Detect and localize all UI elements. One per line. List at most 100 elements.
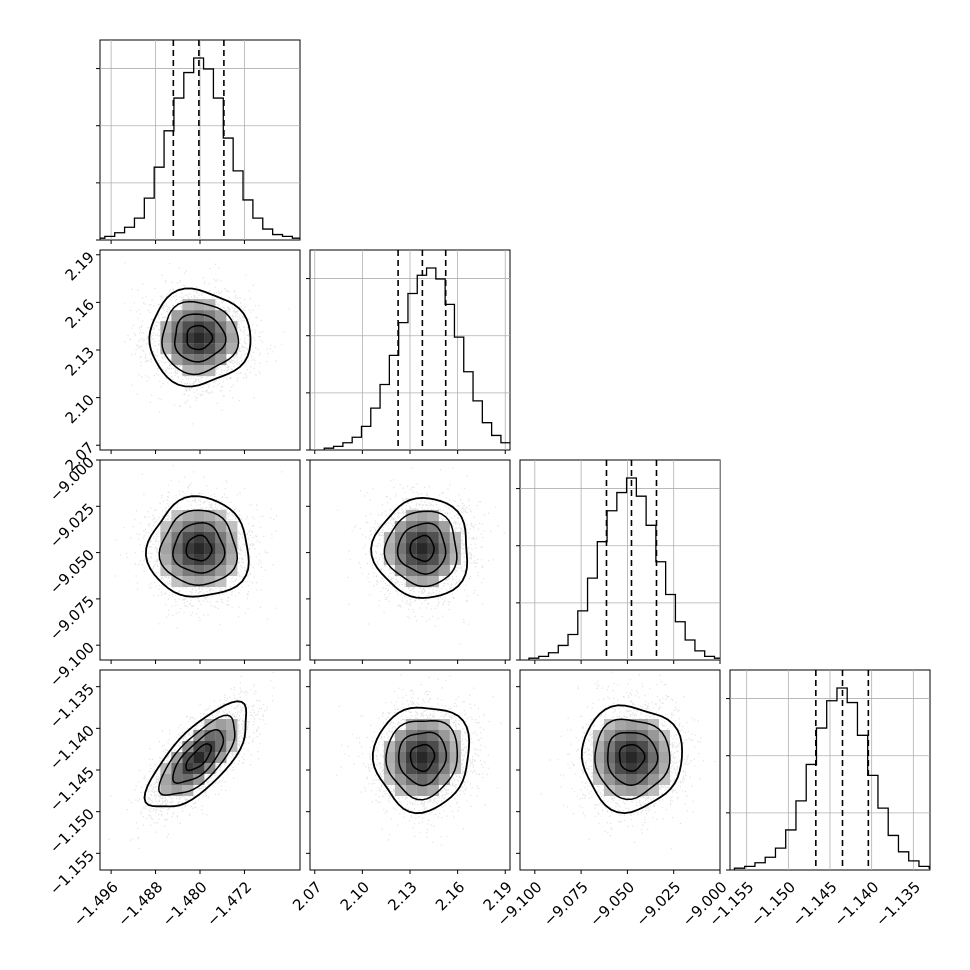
density-cell-3-2 xyxy=(636,785,648,796)
contour-3-1-3 xyxy=(372,706,471,815)
density-cell-1-0 xyxy=(160,332,172,344)
density-cell-2-0 xyxy=(204,554,216,566)
density-cell-2-0 xyxy=(182,565,194,577)
density-cell-2-1 xyxy=(405,565,417,577)
density-cell-3-2 xyxy=(592,763,604,774)
ytick-label-1-4: 2.19 xyxy=(62,248,98,284)
density-cell-2-0 xyxy=(215,532,227,544)
contour-1-0-0 xyxy=(186,324,214,351)
contour-2-0-3 xyxy=(144,495,250,598)
density-cell-1-0 xyxy=(171,343,183,355)
xtick-label-3-1: −1.150 xyxy=(747,878,799,930)
density-cell-3-0 xyxy=(171,763,183,774)
density-cell-3-0 xyxy=(193,741,205,752)
density-cell-2-0 xyxy=(182,554,194,566)
xtick-label-3-4: −1.135 xyxy=(872,878,924,930)
density-cell-1-0 xyxy=(193,321,205,333)
hist-panel-3 xyxy=(730,670,930,870)
density-cell-2-0 xyxy=(215,510,227,522)
density-cell-3-1 xyxy=(416,785,428,796)
density-cell-3-0 xyxy=(160,785,172,796)
contour-1-0-1 xyxy=(173,313,227,363)
contour-2-1-3 xyxy=(370,496,469,599)
density-cell-3-2 xyxy=(625,752,637,763)
density-cell-2-1 xyxy=(394,543,406,555)
density-cell-3-0 xyxy=(204,719,216,730)
density-cell-1-0 xyxy=(171,310,183,322)
density-cell-3-1 xyxy=(394,785,406,796)
density-cell-2-1 xyxy=(427,532,439,544)
density-cell-3-1 xyxy=(394,752,406,763)
density-cell-2-1 xyxy=(438,532,450,544)
density-cell-2-0 xyxy=(171,510,183,522)
density-cell-3-2 xyxy=(625,741,637,752)
ytick-label-3-2: −1.145 xyxy=(46,763,98,815)
density-cell-1-0 xyxy=(204,310,216,322)
density-cell-3-1 xyxy=(438,763,450,774)
ytick-label-3-0: −1.155 xyxy=(46,847,98,899)
contour-2-0-0 xyxy=(185,534,213,562)
density-cell-2-1 xyxy=(427,554,439,566)
density-cell-2-1 xyxy=(405,554,417,566)
density-cell-3-0 xyxy=(182,785,194,796)
density-cell-3-0 xyxy=(204,763,216,774)
density-cell-2-1 xyxy=(383,543,395,555)
density-cell-2-0 xyxy=(215,543,227,555)
panel-3-1 xyxy=(336,670,510,846)
density-cell-3-2 xyxy=(603,719,615,730)
density-cell-1-0 xyxy=(204,332,216,344)
density-cell-2-0 xyxy=(215,521,227,533)
density-cell-2-0 xyxy=(193,554,205,566)
density-cell-2-1 xyxy=(427,565,439,577)
density-cell-3-2 xyxy=(603,785,615,796)
panel-2-1 xyxy=(337,467,505,645)
density-cell-3-0 xyxy=(204,730,216,741)
xtick-label-0-1: −1.488 xyxy=(114,878,166,930)
density-cell-3-2 xyxy=(625,785,637,796)
density-cell-3-0 xyxy=(215,730,227,741)
density-cell-3-1 xyxy=(383,752,395,763)
density-cell-3-1 xyxy=(405,785,417,796)
xtick-label-3-2: −1.145 xyxy=(789,878,841,930)
density-cell-3-1 xyxy=(416,752,428,763)
density-cell-2-0 xyxy=(193,521,205,533)
density-cell-3-2 xyxy=(614,763,626,774)
density-cell-2-0 xyxy=(182,510,194,522)
hist-0-steps xyxy=(100,57,300,239)
density-cell-3-2 xyxy=(636,763,648,774)
density-cell-2-0 xyxy=(193,565,205,577)
density-cell-2-1 xyxy=(438,521,450,533)
density-cell-3-0 xyxy=(182,763,194,774)
density-cell-3-2 xyxy=(647,741,659,752)
density-cell-1-0 xyxy=(182,365,194,377)
xtick-label-0-3: −1.472 xyxy=(203,878,255,930)
xtick-label-0-2: −1.480 xyxy=(159,878,211,930)
ytick-label-2-0: −9.100 xyxy=(46,638,98,690)
density-cell-3-0 xyxy=(171,752,183,763)
density-cell-3-2 xyxy=(625,730,637,741)
density-cell-3-1 xyxy=(383,763,395,774)
density-cell-3-0 xyxy=(215,719,227,730)
density-cell-3-0 xyxy=(215,752,227,763)
density-cell-1-0 xyxy=(193,332,205,344)
density-cell-1-0 xyxy=(215,354,227,366)
density-cell-3-2 xyxy=(658,741,670,752)
density-cell-3-0 xyxy=(171,785,183,796)
xtick-label-2-3: −9.025 xyxy=(632,878,684,930)
density-cell-2-1 xyxy=(405,532,417,544)
density-cell-2-1 xyxy=(405,521,417,533)
contour-3-1-0 xyxy=(409,743,436,773)
ytick-label-3-3: −1.140 xyxy=(46,722,98,774)
ytick-label-1-1: 2.10 xyxy=(62,391,98,427)
contour-3-0-0 xyxy=(185,743,213,772)
density-cell-2-0 xyxy=(204,521,216,533)
density-cell-3-0 xyxy=(182,752,194,763)
density-cell-3-1 xyxy=(449,752,461,763)
panel-3-2 xyxy=(540,671,716,850)
density-cell-2-1 xyxy=(394,565,406,577)
contour-3-2-1 xyxy=(607,731,659,787)
density-cell-1-0 xyxy=(193,354,205,366)
density-cell-3-1 xyxy=(405,719,417,730)
contour-3-0-3 xyxy=(143,700,248,808)
density-cell-3-1 xyxy=(383,774,395,785)
